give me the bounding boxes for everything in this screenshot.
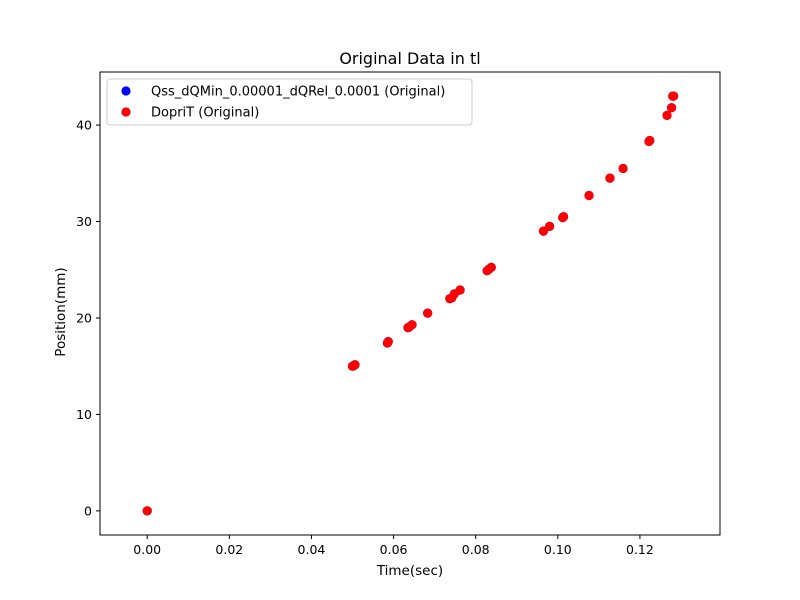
series-1-point — [669, 91, 679, 101]
legend-marker-0 — [121, 86, 131, 96]
axes: 0.00 0.02 0.04 0.06 0.08 0.10 0.12 0 10 20 30 40 — [76, 71, 721, 557]
series-1-point — [605, 173, 615, 183]
series-1-point — [486, 262, 496, 272]
chart-title: Original Data in tl — [339, 49, 480, 68]
series-1-point — [423, 308, 433, 318]
series-1-point — [383, 337, 393, 347]
series-1-point — [666, 103, 677, 113]
legend: Qss_dQMin_0.00001_dQRel_0.0001 (Original… — [106, 78, 473, 126]
series-1-point — [618, 163, 628, 174]
y-tick-label: 20 — [76, 310, 92, 325]
x-tick-label: 0.12 — [626, 542, 654, 557]
series-1-point — [645, 135, 655, 146]
x-tick-label: 0.10 — [544, 542, 572, 557]
x-tick-label: 0.06 — [380, 542, 408, 557]
series-1-point — [455, 285, 465, 295]
x-tick-label: 0.00 — [133, 542, 161, 557]
x-tick-label: 0.04 — [298, 542, 326, 557]
legend-label-1: DopriT (Original) — [151, 106, 259, 121]
series-1-point — [407, 320, 417, 330]
series-1-point — [545, 221, 555, 231]
series-1-point — [662, 110, 672, 121]
y-tick-label: 40 — [76, 118, 92, 133]
legend-box — [106, 78, 473, 126]
series-1-point — [558, 212, 569, 222]
series-1-point — [584, 190, 594, 201]
y-tick-label: 0 — [84, 503, 92, 518]
plot-area — [142, 91, 679, 516]
legend-label-0: Qss_dQMin_0.00001_dQRel_0.0001 (Original… — [151, 85, 445, 100]
series-1-point — [538, 226, 549, 236]
legend-marker-1 — [121, 107, 131, 117]
axes-frame — [99, 71, 721, 536]
y-tick-label: 30 — [76, 214, 92, 229]
x-axis-title: Time(sec) — [376, 563, 443, 579]
series-1-point — [142, 506, 152, 516]
x-tick-label: 0.02 — [215, 542, 243, 557]
series-1-point — [350, 360, 360, 370]
y-tick-label: 10 — [76, 407, 92, 422]
y-axis-title: Position(mm) — [53, 267, 69, 356]
x-tick-label: 0.08 — [462, 542, 490, 557]
